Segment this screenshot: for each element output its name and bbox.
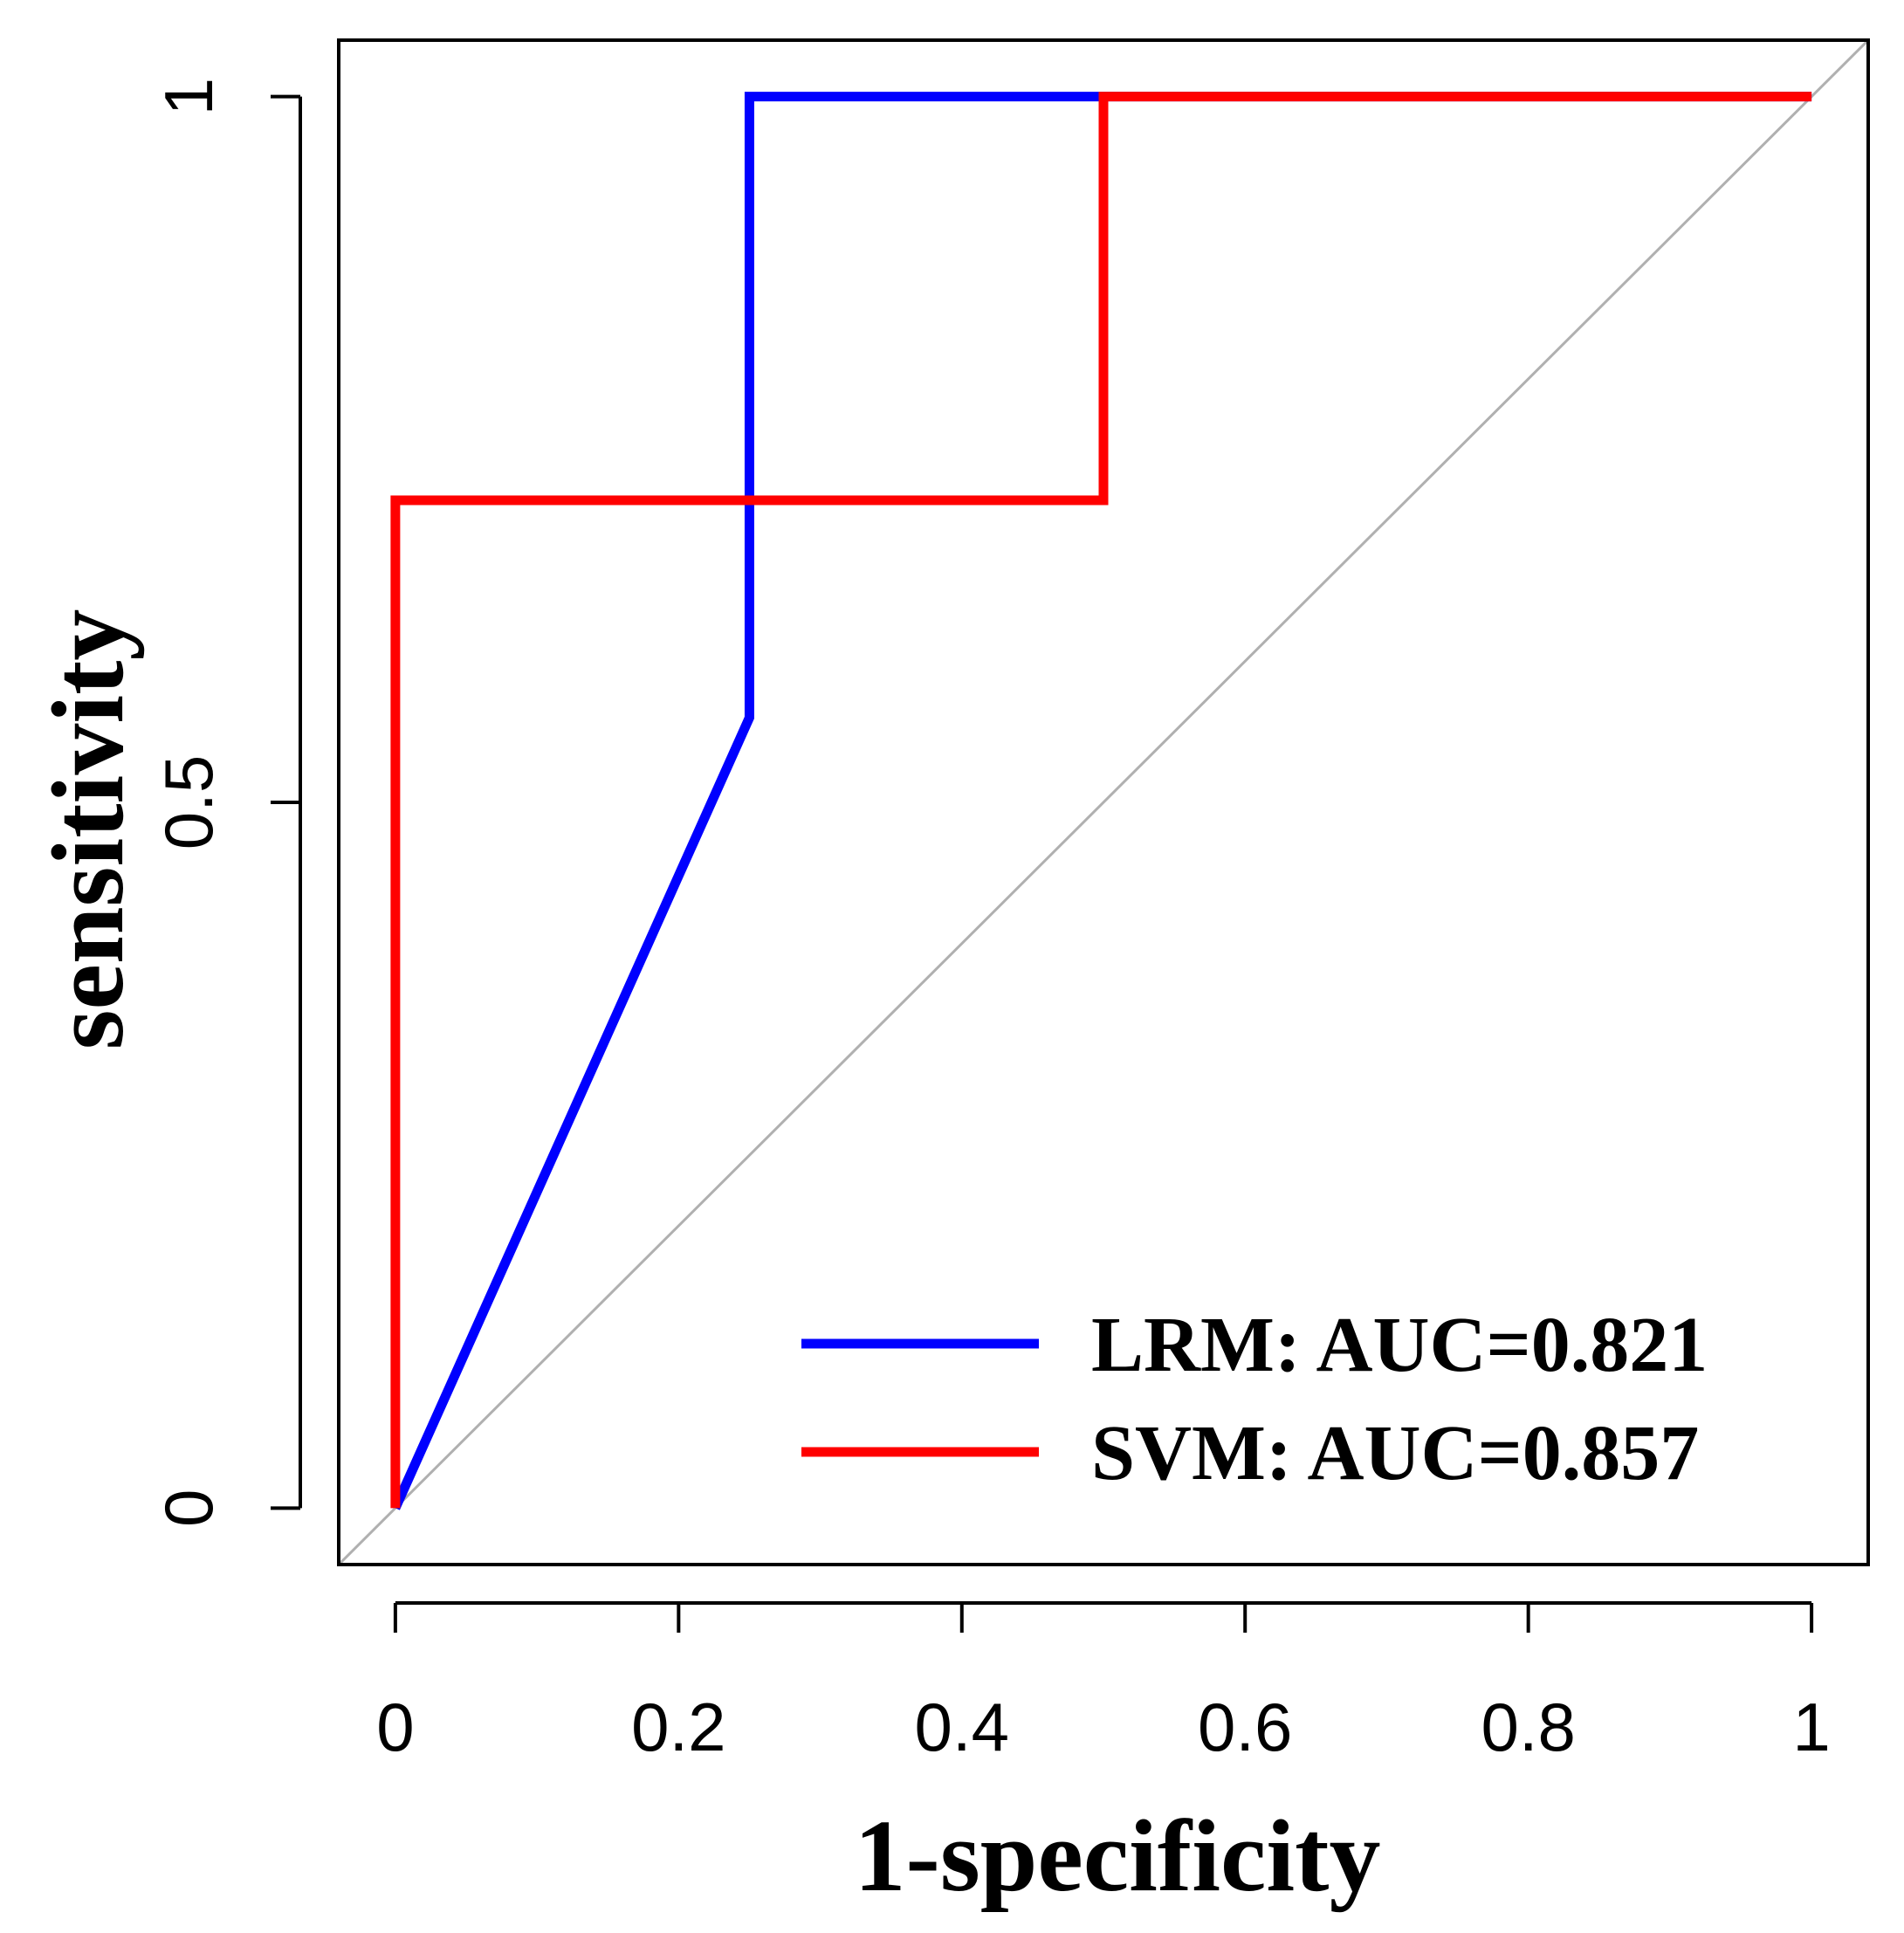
y-tick-label: 0.5 xyxy=(150,755,227,850)
x-tick-label: 0.8 xyxy=(1481,1689,1575,1765)
x-tick-label: 0.2 xyxy=(631,1689,725,1765)
series-line-svm xyxy=(390,92,1812,1509)
x-tick-label: 0.4 xyxy=(915,1689,1009,1765)
legend-label-svm: SVM: AUC=0.857 xyxy=(1091,1410,1699,1496)
y-tick-label: 0 xyxy=(150,1489,227,1527)
legend: LRM: AUC=0.821 SVM: AUC=0.857 xyxy=(801,1302,1708,1496)
legend-label-lrm: LRM: AUC=0.821 xyxy=(1091,1302,1708,1388)
x-axis-title: 1-specificity xyxy=(855,1799,1381,1913)
plot-border xyxy=(337,38,1870,1566)
x-tick-label: 0 xyxy=(376,1689,414,1765)
y-axis-title: sensitivity xyxy=(31,609,145,1050)
x-tick-label: 1 xyxy=(1792,1689,1830,1765)
y-axis: 00.51 xyxy=(150,78,302,1527)
chance-diagonal-line xyxy=(339,40,1868,1565)
x-tick-label: 0.6 xyxy=(1198,1689,1292,1765)
y-tick-label: 1 xyxy=(150,78,227,115)
x-axis: 0 0.2 0.4 0.6 0.8 1 xyxy=(376,1601,1831,1765)
series-layer xyxy=(390,92,1812,1510)
